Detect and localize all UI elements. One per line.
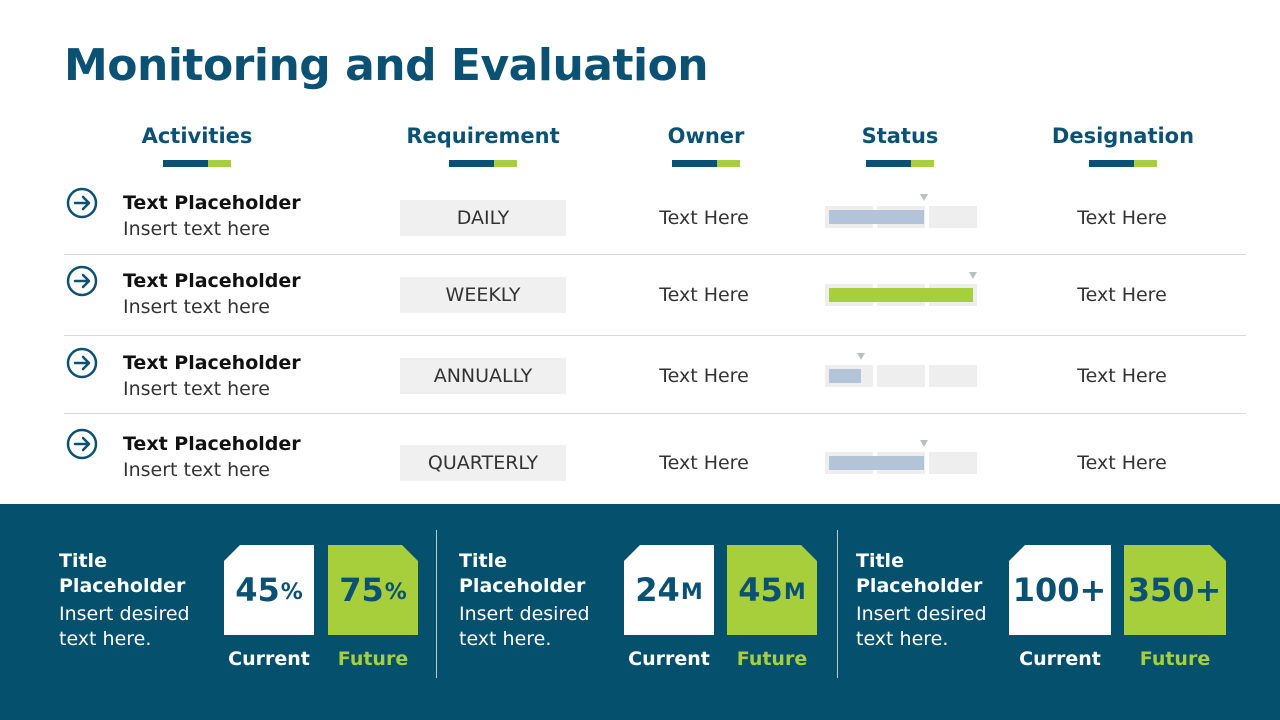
kpi-current-unit: % xyxy=(280,579,303,605)
header-requirement-underline xyxy=(449,160,517,167)
activity-title: Text Placeholder xyxy=(123,352,301,374)
status-bar xyxy=(825,194,977,228)
owner-text: Text Here xyxy=(659,284,749,306)
designation-text: Text Here xyxy=(1077,452,1167,474)
kpi-current-label: Current xyxy=(1019,648,1101,670)
header-owner: Owner xyxy=(596,124,816,167)
status-marker xyxy=(857,353,865,360)
row-divider xyxy=(64,335,1246,336)
kpi-future-label: Future xyxy=(337,648,409,670)
header-status: Status xyxy=(790,124,1010,167)
requirement-badge: WEEKLY xyxy=(400,277,566,313)
header-designation-underline xyxy=(1089,160,1157,167)
kpi-subtitle: Insert desired text here. xyxy=(856,603,987,650)
header-owner-underline xyxy=(672,160,740,167)
status-bar xyxy=(825,272,977,306)
header-activities-underline xyxy=(163,160,231,167)
designation-text: Text Here xyxy=(1077,207,1167,229)
owner-text: Text Here xyxy=(659,452,749,474)
kpi-current-card: 100+ xyxy=(1009,545,1111,635)
kpi-future-unit: M xyxy=(783,579,806,605)
owner-text: Text Here xyxy=(659,365,749,387)
status-fill xyxy=(829,210,924,224)
designation-text: Text Here xyxy=(1077,365,1167,387)
owner-text: Text Here xyxy=(659,207,749,229)
arrow-right-circle-icon xyxy=(66,187,98,219)
kpi-future-label: Future xyxy=(736,648,808,670)
kpi-current-label: Current xyxy=(628,648,710,670)
activity-subtitle: Insert text here xyxy=(123,459,270,481)
activity-title: Text Placeholder xyxy=(123,192,301,214)
kpi-current-card: 24 M xyxy=(624,545,714,635)
designation-text: Text Here xyxy=(1077,284,1167,306)
kpi-current-value: 45 xyxy=(235,571,280,609)
header-activities-label: Activities xyxy=(141,124,253,148)
status-marker xyxy=(920,194,928,201)
kpi-current-value: 24 xyxy=(635,571,680,609)
kpi-footer: Title Placeholder Insert desired text he… xyxy=(0,504,1280,720)
table-row: Text Placeholder Insert text here ANNUAL… xyxy=(64,338,1246,418)
status-marker xyxy=(969,272,977,279)
table-row: Text Placeholder Insert text here WEEKLY… xyxy=(64,256,1246,336)
row-divider xyxy=(64,254,1246,255)
kpi-future-card: 350+ xyxy=(1124,545,1226,635)
activity-subtitle: Insert text here xyxy=(123,378,270,400)
requirement-badge: ANNUALLY xyxy=(400,358,566,394)
kpi-title: Title Placeholder xyxy=(459,550,586,597)
arrow-right-circle-icon xyxy=(66,428,98,460)
requirement-badge: DAILY xyxy=(400,200,566,236)
kpi-current-card: 45% xyxy=(224,545,314,635)
kpi-divider xyxy=(837,530,838,678)
header-owner-label: Owner xyxy=(667,124,745,148)
status-fill xyxy=(829,369,861,383)
header-activities: Activities xyxy=(87,124,307,167)
status-fill xyxy=(829,456,924,470)
kpi-current-label: Current xyxy=(228,648,310,670)
kpi-current-unit: M xyxy=(680,579,703,605)
header-designation: Designation xyxy=(1013,124,1233,167)
activity-title: Text Placeholder xyxy=(123,270,301,292)
arrow-right-circle-icon xyxy=(66,265,98,297)
kpi-future-value: 75 xyxy=(339,571,384,609)
status-fill xyxy=(829,288,973,302)
kpi-future-unit: % xyxy=(384,579,407,605)
kpi-current-value: 100+ xyxy=(1012,571,1107,609)
kpi-title: Title Placeholder xyxy=(856,550,983,597)
activity-subtitle: Insert text here xyxy=(123,218,270,240)
page-title: Monitoring and Evaluation xyxy=(64,40,709,91)
kpi-title: Title Placeholder xyxy=(59,550,186,597)
status-bar xyxy=(825,353,977,387)
requirement-badge: QUARTERLY xyxy=(400,445,566,481)
status-bar xyxy=(825,440,977,474)
header-designation-label: Designation xyxy=(1051,124,1195,148)
kpi-subtitle: Insert desired text here. xyxy=(459,603,590,650)
kpi-future-card: 75% xyxy=(328,545,418,635)
kpi-future-value: 350+ xyxy=(1127,571,1222,609)
header-requirement: Requirement xyxy=(373,124,593,167)
kpi-subtitle: Insert desired text here. xyxy=(59,603,190,650)
header-status-label: Status xyxy=(861,124,939,148)
table-row: Text Placeholder Insert text here QUARTE… xyxy=(64,419,1246,499)
activity-subtitle: Insert text here xyxy=(123,296,270,318)
kpi-future-value: 45 xyxy=(738,571,783,609)
header-requirement-label: Requirement xyxy=(406,124,560,148)
table-row: Text Placeholder Insert text here DAILY … xyxy=(64,178,1246,258)
kpi-divider xyxy=(436,530,437,678)
row-divider xyxy=(64,413,1246,414)
kpi-future-card: 45 M xyxy=(727,545,817,635)
status-marker xyxy=(920,440,928,447)
arrow-right-circle-icon xyxy=(66,347,98,379)
kpi-future-label: Future xyxy=(1139,648,1211,670)
header-status-underline xyxy=(866,160,934,167)
activity-title: Text Placeholder xyxy=(123,433,301,455)
